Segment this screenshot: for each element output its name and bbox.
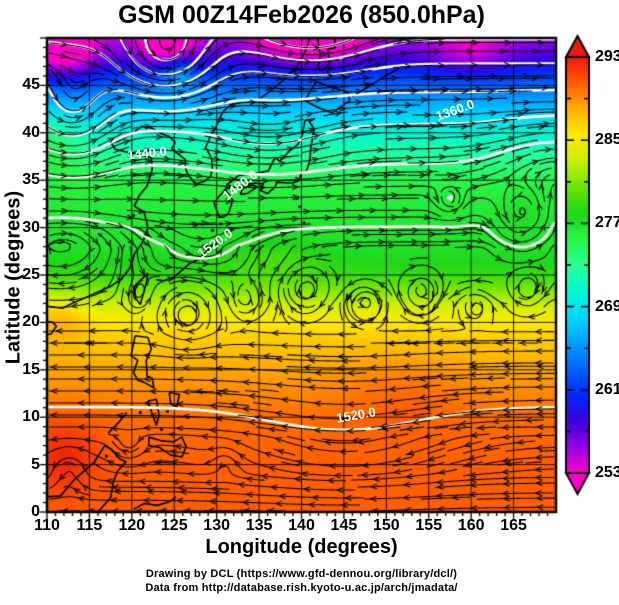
y-tick-label: 25	[22, 266, 40, 283]
x-tick-label: 115	[76, 517, 103, 534]
x-tick-label: 130	[203, 517, 230, 534]
x-tick-label: 160	[457, 517, 485, 534]
y-tick-label: 40	[22, 123, 40, 141]
x-tick-label: 135	[245, 517, 273, 534]
x-tick-label: 120	[118, 517, 146, 534]
colorbar-tick-label: 269	[595, 297, 619, 315]
y-tick-label: 45	[22, 76, 40, 94]
x-tick-label: 145	[330, 517, 358, 534]
x-axis-label: Longitude (degrees)	[205, 536, 398, 558]
x-tick-label: 155	[415, 517, 443, 534]
x-tick-label: 110	[34, 517, 60, 534]
chart-title: GSM 00Z14Feb2026 (850.0hPa)	[118, 1, 485, 29]
y-tick-label: 10	[22, 408, 40, 426]
y-tick-label: 0	[31, 503, 40, 520]
colorbar-tick-label: 261	[595, 380, 619, 398]
colorbar-tick-label: 253	[595, 464, 619, 481]
credit-line-1: Drawing by DCL (https://www.gfd-dennou.o…	[145, 568, 458, 580]
colorbar-tick-label: 285	[595, 131, 619, 149]
x-tick-label: 125	[160, 517, 188, 534]
credit-line-2: Data from http://database.rish.kyoto-u.a…	[145, 582, 458, 594]
y-tick-label: 20	[22, 313, 40, 331]
x-tick-label: 165	[500, 517, 527, 534]
x-tick-label: 150	[372, 517, 400, 534]
colorbar-tick-label: 277	[595, 214, 619, 232]
colorbar-tick-label: 293	[595, 48, 619, 65]
y-tick-label: 30	[22, 218, 40, 236]
x-tick-label: 140	[288, 517, 315, 534]
y-tick-label: 5	[31, 455, 40, 473]
y-tick-label: 35	[22, 171, 40, 189]
y-tick-label: 15	[22, 360, 40, 378]
